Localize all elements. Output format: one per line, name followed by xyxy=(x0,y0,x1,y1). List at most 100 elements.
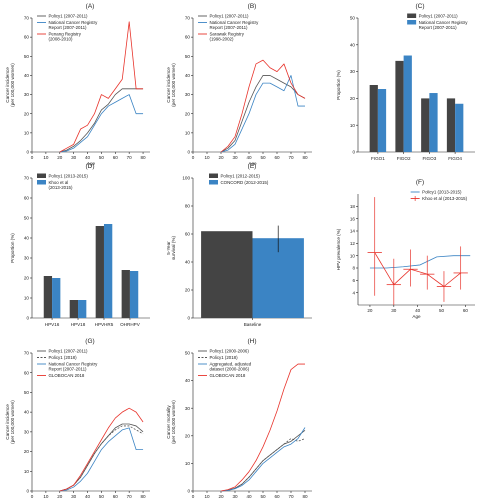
y-tick-label: 10 xyxy=(350,253,356,258)
legend-label: Policy1 (2007-2011) xyxy=(210,14,250,19)
y-tick-label: 60 xyxy=(24,370,30,375)
y-tick-label: 30 xyxy=(185,92,191,97)
x-tick-label: HPVHR5 xyxy=(95,322,114,327)
panel-letter: (B) xyxy=(248,3,257,10)
bar xyxy=(43,276,53,318)
x-tick-label: 30 xyxy=(391,308,397,313)
legend-label: Report (2007-2011) xyxy=(210,25,249,30)
x-tick-label: 80 xyxy=(302,155,308,160)
x-tick-label: 40 xyxy=(85,494,91,499)
y-tick-label: 70 xyxy=(24,351,30,356)
x-tick-label: 20 xyxy=(57,494,63,499)
x-tick-label: 60 xyxy=(113,155,119,160)
legend-label: Policy1 (2018) xyxy=(210,355,239,360)
x-tick-label: HPV18 xyxy=(71,322,86,327)
bar xyxy=(103,224,113,318)
bar xyxy=(52,278,61,318)
y-axis-label: (per 100,000 women) xyxy=(10,63,15,107)
y-tick-label: 10 xyxy=(24,130,30,135)
y-tick-label: 0 xyxy=(26,150,29,155)
legend-label: Policy1 (2012-2015) xyxy=(221,174,261,179)
x-tick-label: 0 xyxy=(192,155,195,160)
legend-swatch xyxy=(407,13,417,18)
series-line-3 xyxy=(59,21,144,153)
chart-panel-1: (A) 0 10 20 30 40 50 60 70 Cancer incidence (per 1… xyxy=(5,3,150,166)
x-tick-label: 30 xyxy=(232,155,238,160)
bar xyxy=(78,300,87,318)
y-tick-label: 0 xyxy=(187,489,190,494)
y-tick-label: 50 xyxy=(185,351,191,356)
y-axis-label: 5-Year xyxy=(166,241,171,255)
y-tick-label: 10 xyxy=(185,461,191,466)
x-tick-label: 30 xyxy=(71,494,77,499)
y-axis-label: survival (%) xyxy=(171,236,176,260)
legend-swatch xyxy=(37,173,46,178)
bar xyxy=(377,89,387,152)
x-tick-label: 0 xyxy=(31,494,34,499)
y-axis-label: Cancer mortality xyxy=(166,405,171,439)
x-tick-label: Baseline xyxy=(244,322,262,327)
series-line-1 xyxy=(369,255,471,269)
panel-letter: (D) xyxy=(85,163,94,170)
legend-label: (1998-2002) xyxy=(210,37,234,42)
legend-label: National Cancer Registry xyxy=(49,20,99,25)
y-tick-label: 0 xyxy=(187,316,190,321)
y-tick-label: 20 xyxy=(350,96,356,101)
x-tick-label: 50 xyxy=(99,155,105,160)
x-tick-label: FIGO3 xyxy=(422,156,436,161)
x-tick-label: 20 xyxy=(367,308,373,313)
legend-label: Khoo et al (2013-2015) xyxy=(422,196,467,201)
series-line-2 xyxy=(220,75,305,153)
x-tick-label: 40 xyxy=(246,155,252,160)
bar xyxy=(446,98,456,152)
y-tick-label: 0 xyxy=(26,489,29,494)
bar xyxy=(69,300,79,318)
legend-label: National Cancer Registry xyxy=(419,20,469,25)
x-tick-label: 0 xyxy=(192,494,195,499)
x-tick-label: 70 xyxy=(127,494,133,499)
y-tick-label: 14 xyxy=(350,229,356,234)
series-line-1 xyxy=(59,423,144,492)
panel-letter: (H) xyxy=(247,338,256,345)
y-tick-label: 50 xyxy=(24,54,30,59)
y-tick-label: 60 xyxy=(24,196,30,201)
x-tick-label: 30 xyxy=(71,155,77,160)
series-line-4 xyxy=(220,363,305,492)
x-tick-label: 40 xyxy=(415,308,421,313)
legend-label: National Cancer Registry xyxy=(49,362,99,367)
y-tick-label: 0 xyxy=(187,150,190,155)
y-tick-label: 60 xyxy=(185,232,191,237)
y-tick-label: 40 xyxy=(185,378,191,383)
y-axis-label: (per 100,000 women) xyxy=(10,400,15,444)
chart-panel-3: (C) 0 10 20 30 40 50 Proportion (%) FIGO1 FIGO2 FI… xyxy=(336,3,475,161)
chart-panel-6: (F) 4 6 8 10 12 14 16 18 HPV prevalence (%) 20 30 40… xyxy=(336,179,475,319)
y-axis-label: (per 100,000 women) xyxy=(171,400,176,444)
chart-panel-4: (D) 0 10 20 30 40 50 60 70 Proportion (%) HPV16 HPV… xyxy=(10,163,150,327)
y-tick-label: 12 xyxy=(350,241,356,246)
y-tick-label: 20 xyxy=(24,111,30,116)
y-tick-label: 20 xyxy=(24,276,30,281)
y-axis-label: Cancer incidence xyxy=(166,67,171,103)
y-tick-label: 70 xyxy=(24,176,30,181)
legend-label: Policy1 (2018) xyxy=(49,355,78,360)
bar xyxy=(201,231,253,318)
y-tick-label: 10 xyxy=(185,130,191,135)
y-tick-label: 20 xyxy=(185,433,191,438)
series-line-2 xyxy=(59,425,144,492)
legend-label: Policy1 (2007-2011) xyxy=(49,349,89,354)
y-axis-label: Proportion (%) xyxy=(336,70,341,100)
bar xyxy=(369,85,378,152)
legend-label: Policy1 (2007-2011) xyxy=(49,14,89,19)
y-tick-label: 70 xyxy=(185,16,191,21)
y-tick-label: 30 xyxy=(185,406,191,411)
y-tick-label: 40 xyxy=(185,260,191,265)
legend-label: National Cancer Registry xyxy=(210,20,260,25)
series-line-3 xyxy=(220,427,306,492)
x-tick-label: 60 xyxy=(113,494,119,499)
legend-label: Aggregated, adjusted xyxy=(210,362,252,367)
chart-panel-5: (E) 0 20 40 60 80 100 5-Year survival (%) Baselin… xyxy=(166,163,312,327)
y-axis-label: Cancer incidence xyxy=(5,404,10,440)
legend-label: Report (2007-2011) xyxy=(49,367,88,372)
y-tick-label: 80 xyxy=(185,204,191,209)
x-tick-label: 60 xyxy=(463,308,469,313)
